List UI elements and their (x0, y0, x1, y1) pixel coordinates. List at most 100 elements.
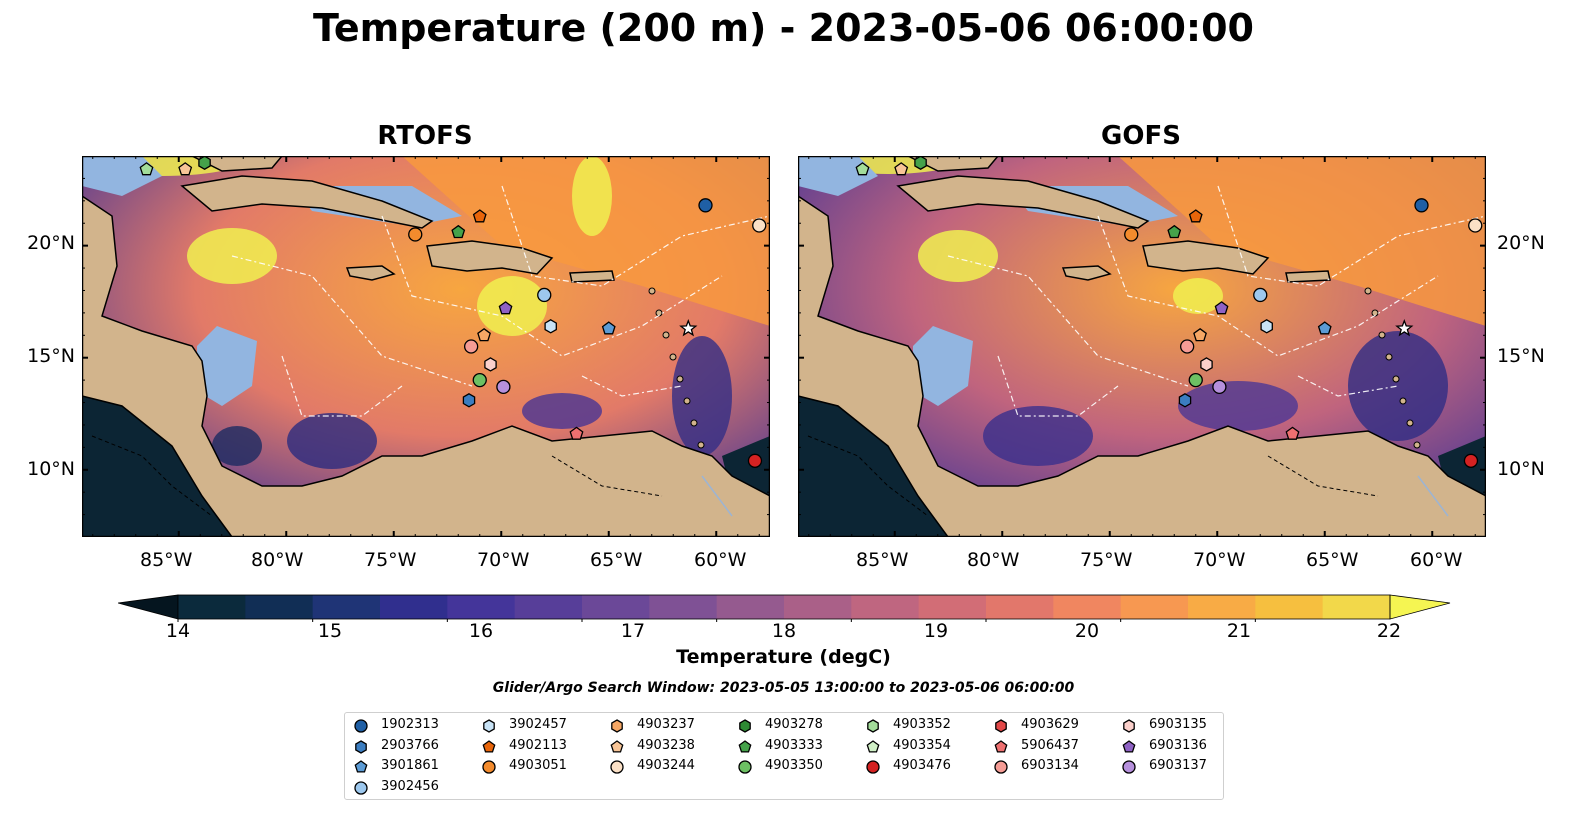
legend-label: 4903244 (637, 758, 695, 773)
float-marker (1178, 393, 1192, 408)
legend-label: 4903278 (765, 717, 823, 732)
legend-marker (866, 739, 880, 753)
circle-icon (866, 760, 880, 774)
float-marker (1463, 453, 1479, 468)
float-marker (544, 319, 557, 334)
mainland (798, 195, 1486, 537)
lat-label-15n-right: 15°N (1497, 345, 1545, 367)
float-marker (498, 301, 513, 315)
legend-marker (867, 719, 879, 733)
float-marker (537, 287, 552, 303)
colorbar-segment (784, 595, 852, 619)
colorbar-segment (716, 595, 785, 619)
colorbar-segment (918, 595, 987, 619)
float-marker (914, 156, 927, 170)
float-marker (752, 218, 767, 233)
lon-label-80w-left: 80°W (251, 549, 304, 571)
float-marker (472, 209, 487, 223)
circle-icon (354, 780, 368, 795)
legend-label: 4903051 (509, 758, 567, 773)
float-marker (679, 318, 698, 337)
float-marker (855, 162, 870, 176)
float-marker (747, 453, 763, 468)
mainland (82, 195, 770, 537)
pentagon-icon (866, 739, 880, 753)
pentagon-icon (738, 739, 752, 753)
colorbar-tick: 22 (1376, 620, 1402, 642)
float-marker (1395, 318, 1414, 337)
colorbar-segment (514, 595, 583, 619)
colorbar-tick: 16 (468, 620, 494, 642)
colorbar-segment (986, 595, 1054, 619)
legend-label: 4903237 (637, 717, 695, 732)
pentagon-icon (354, 760, 368, 773)
legend-marker (739, 719, 751, 733)
lon-label-75w-left: 75°W (364, 549, 417, 571)
float-marker (601, 321, 616, 335)
float-marker (1200, 357, 1213, 372)
lon-label-65w-right: 65°W (1306, 549, 1359, 571)
colorbar (118, 594, 1451, 622)
float-marker (1188, 209, 1203, 223)
colorbar-tick: 14 (165, 620, 191, 642)
legend-marker (610, 739, 624, 753)
hexagon-icon (995, 719, 1007, 733)
colorbar-label: Temperature (degC) (676, 646, 891, 668)
colorbar-segment (178, 595, 246, 619)
legend-label: 4903352 (893, 717, 951, 732)
legend-marker (738, 739, 752, 753)
colorbar-segment (851, 595, 920, 619)
colorbar-segment (447, 595, 516, 619)
page-title: Temperature (200 m) - 2023-05-06 06:00:0… (312, 6, 1254, 50)
colorbar-segment (380, 595, 448, 619)
legend-marker (1122, 739, 1136, 753)
colorbar-segment (1255, 595, 1324, 619)
lon-label-70w-left: 70°W (477, 549, 530, 571)
hexagon-icon (483, 719, 495, 733)
colorbar-tick: 15 (317, 620, 343, 642)
lon-label-80w-right: 80°W (967, 549, 1020, 571)
float-marker (484, 357, 497, 372)
legend-label: 4903350 (765, 758, 823, 773)
legend-label: 4903238 (637, 737, 695, 753)
legend-label: 4902113 (509, 737, 567, 753)
hexagon-icon (739, 719, 751, 733)
legend: 1902313 2903766 3901861 3902456 3902457 49021… (344, 712, 1224, 800)
hexagon-icon (611, 719, 623, 733)
legend-label: 4903476 (893, 758, 951, 773)
lat-label-20n-right: 20°N (1497, 232, 1545, 254)
pentagon-icon (994, 739, 1008, 753)
legend-marker (610, 760, 624, 774)
float-marker (1285, 426, 1300, 440)
hexagon-icon (1123, 719, 1135, 733)
float-marker (698, 198, 713, 213)
colorbar-segment (245, 595, 314, 619)
legend-label: 6903137 (1149, 758, 1207, 773)
legend-marker (482, 760, 496, 774)
float-marker (1188, 372, 1203, 388)
legend-label: 6903136 (1149, 737, 1207, 753)
float-marker (1193, 327, 1207, 342)
legend-marker (355, 739, 367, 754)
circle-icon (354, 719, 368, 733)
float-marker (1212, 379, 1227, 394)
panel-title-rtofs: RTOFS (377, 121, 473, 151)
circle-icon (482, 760, 496, 774)
legend-marker (994, 760, 1008, 774)
float-marker (1468, 218, 1483, 233)
colorbar-segment (582, 595, 650, 619)
legend-marker (994, 739, 1008, 753)
colorbar-segment (1322, 595, 1391, 619)
legend-label: 4903354 (893, 737, 951, 753)
float-marker (472, 372, 487, 388)
float-marker (1253, 287, 1268, 303)
float-marker (139, 162, 154, 176)
search-window-text: Glider/Argo Search Window: 2023-05-05 13… (492, 680, 1075, 696)
float-marker (178, 162, 193, 176)
float-marker (198, 156, 211, 170)
lat-label-10n-left: 10°N (27, 458, 75, 480)
lat-label-20n-left: 20°N (27, 232, 75, 254)
colorbar-segment (649, 595, 718, 619)
legend-marker (354, 760, 368, 773)
lon-label-60w-right: 60°W (1410, 549, 1463, 571)
